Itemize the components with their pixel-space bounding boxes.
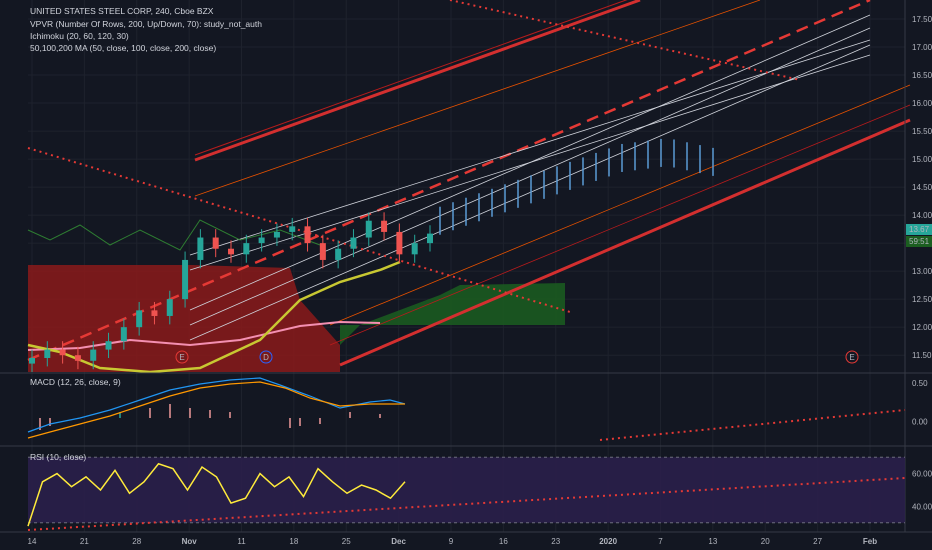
macd-histogram (39, 404, 381, 430)
candle-body (350, 237, 357, 249)
earnings-marker-2-label: E (849, 353, 854, 362)
candle-body (319, 243, 326, 260)
rsi-band (28, 457, 905, 523)
projection-bars (439, 138, 714, 235)
candle-body (304, 226, 311, 244)
rsi-line (27, 462, 406, 527)
last-price-tag: 13.67 59:51 (906, 224, 932, 247)
macd-tick-label: 0.50 (912, 379, 928, 388)
candle-body (335, 248, 342, 260)
candle-body (243, 243, 250, 255)
time-tick-label: 2020 (599, 537, 617, 546)
chart-title: UNITED STATES STEEL CORP, 240, Cboe BZX (30, 6, 214, 16)
earnings-marker-1-label: E (179, 353, 184, 362)
price-tick-label: 15.50 (912, 127, 932, 136)
earnings-marker-1[interactable] (175, 350, 189, 364)
rsi-tick-label: 40.00 (912, 502, 932, 511)
candle-body (74, 355, 81, 361)
candle-body (197, 237, 204, 260)
time-tick-label: Nov (182, 537, 198, 546)
indicator-vpvr[interactable]: VPVR (Number Of Rows, 200, Up/Down, 70):… (30, 19, 262, 29)
candle-body (29, 357, 35, 364)
countdown-value: 59:51 (909, 237, 930, 246)
time-tick-label: 25 (342, 537, 351, 546)
macd-signal-line (27, 381, 405, 439)
candle-body (258, 237, 265, 244)
price-tick-label: 12.00 (912, 323, 932, 332)
candle-body (120, 327, 127, 342)
candle-body (166, 299, 173, 316)
time-tick-label: 28 (132, 537, 141, 546)
macd-pane (27, 377, 906, 441)
price-tick-label: 14.00 (912, 211, 932, 220)
price-tick-label: 13.00 (912, 267, 932, 276)
price-tick-label: 17.50 (912, 15, 932, 24)
time-tick-label: Feb (863, 537, 877, 546)
price-axis[interactable]: 11.5012.0012.5013.0013.5014.0014.5015.00… (912, 15, 932, 360)
price-tick-label: 16.00 (912, 99, 932, 108)
time-tick-label: 23 (551, 537, 560, 546)
candles (29, 212, 433, 372)
time-tick-label: 18 (289, 537, 298, 546)
macd-axis[interactable]: 0.00 0.50 (912, 379, 928, 427)
event-markers[interactable]: E D E (175, 350, 859, 364)
price-tick-label: 16.50 (912, 71, 932, 80)
indicator-ichimoku[interactable]: Ichimoku (20, 60, 120, 30) (30, 31, 129, 41)
earnings-marker-2[interactable] (845, 350, 859, 364)
rsi-axis[interactable]: 40.00 60.00 (912, 470, 932, 512)
dividend-marker-label: D (263, 353, 269, 362)
candle-body (90, 349, 97, 361)
dividend-marker[interactable] (259, 350, 273, 364)
price-tick-label: 12.50 (912, 295, 932, 304)
candle-body (289, 226, 296, 232)
candle-body (411, 243, 418, 255)
candle-body (44, 349, 51, 358)
macd-tick-label: 0.00 (912, 418, 928, 427)
rsi-pane (27, 456, 906, 531)
time-tick-label: 9 (449, 537, 454, 546)
last-price-value: 13.67 (909, 225, 930, 234)
indicator-ma[interactable]: 50,100,200 MA (50, close, 100, close, 20… (30, 43, 217, 53)
candle-body (212, 237, 219, 249)
cloud-green (340, 283, 565, 345)
time-tick-label: 27 (813, 537, 822, 546)
candle-body (273, 231, 280, 238)
time-axis[interactable]: 14 21 28 Nov 11 18 25 Dec 9 16 23 2020 7 13 20 27 Feb (28, 537, 878, 546)
candle-body (182, 259, 189, 300)
rsi-tick-label: 60.00 (912, 470, 932, 479)
time-tick-label: 21 (80, 537, 89, 546)
macd-line (27, 377, 406, 433)
time-tick-label: 7 (658, 537, 663, 546)
candle-body (381, 220, 388, 232)
candle-body (151, 310, 158, 316)
time-tick-label: 14 (28, 537, 37, 546)
candle-body (59, 349, 66, 356)
candle-body (228, 248, 234, 255)
price-tick-label: 17.00 (912, 43, 932, 52)
macd-label[interactable]: MACD (12, 26, close, 9) (30, 377, 121, 387)
candle-body (396, 231, 403, 255)
time-tick-label: 16 (499, 537, 508, 546)
price-tick-label: 15.00 (912, 155, 932, 164)
price-tick-label: 14.50 (912, 183, 932, 192)
price-tick-label: 11.50 (912, 351, 932, 360)
candle-body (105, 341, 112, 350)
candle-body (427, 233, 433, 244)
rsi-label[interactable]: RSI (10, close) (30, 452, 87, 462)
time-tick-label: 13 (708, 537, 717, 546)
candle-body (365, 220, 372, 238)
time-tick-label: Dec (391, 537, 406, 546)
time-tick-label: 20 (761, 537, 770, 546)
candle-body (136, 310, 143, 328)
time-tick-label: 11 (237, 537, 246, 546)
